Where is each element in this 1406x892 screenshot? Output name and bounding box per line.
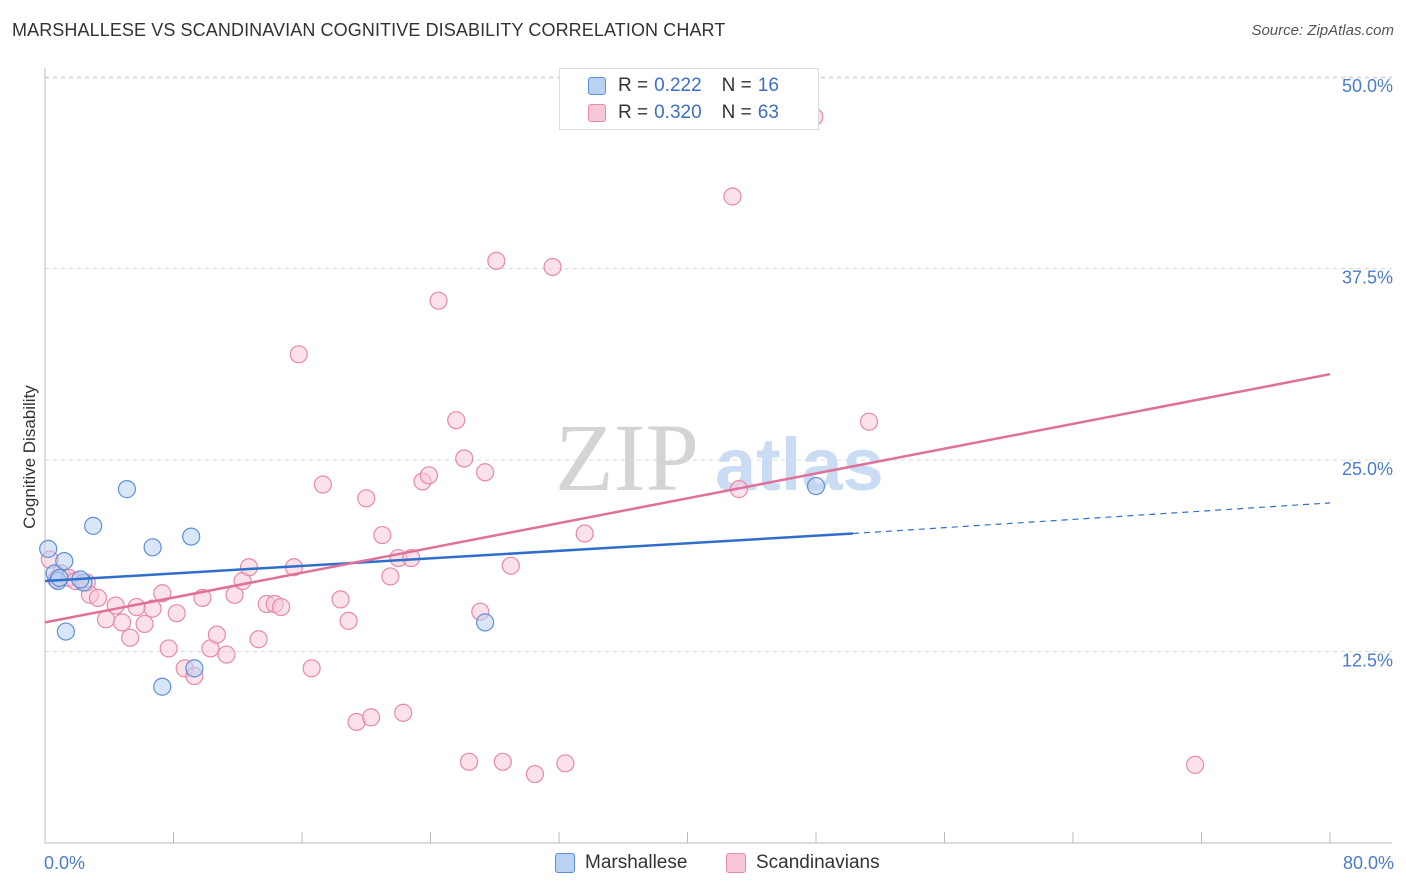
- marshallese-trend-extension: [852, 502, 1331, 535]
- scandinavians-point: [339, 611, 358, 630]
- marshallese-point: [153, 677, 172, 696]
- n-value: 63: [757, 102, 779, 123]
- scandinavians-point: [167, 604, 186, 623]
- chart-title: MARSHALLESE VS SCANDINAVIAN COGNITIVE DI…: [12, 20, 726, 40]
- x-tick-label-min: 0.0%: [44, 853, 86, 873]
- y-tick-label: 12.5%: [1342, 651, 1393, 671]
- marshallese-legend-swatch: [555, 853, 575, 873]
- scandinavians-point: [419, 466, 438, 485]
- marshallese-point: [55, 552, 74, 571]
- scandinavians-point: [859, 412, 879, 431]
- source-label: Source: ZipAtlas.com: [1251, 22, 1394, 39]
- r-value: 0.320: [654, 102, 702, 123]
- trend-lines: [44, 372, 1331, 624]
- legend-row-scandinavians: R = 0.320 N = 63: [588, 100, 799, 126]
- marshallese-point: [50, 568, 69, 588]
- marshallese-point: [56, 622, 75, 641]
- scandinavians-point: [556, 754, 575, 773]
- scandinavians-point: [501, 556, 520, 575]
- scandinavians-point: [207, 625, 226, 644]
- scandinavians-point: [394, 703, 413, 722]
- y-tick-label: 25.0%: [1342, 459, 1393, 479]
- scandinavians-point: [121, 628, 140, 647]
- x-tick-label-max: 80.0%: [1342, 853, 1394, 873]
- scandinavians-point: [249, 630, 268, 649]
- scandinavians-point: [217, 645, 236, 664]
- scandinavians-point: [135, 614, 154, 634]
- scandinavians-point: [476, 463, 495, 482]
- y-tick-labels: 12.5% 25.0% 37.5% 50.0%: [1342, 76, 1393, 671]
- marshallese-point: [143, 538, 162, 557]
- marshallese-point: [84, 516, 103, 535]
- scandinavians-point: [331, 590, 350, 609]
- scandinavians-point: [493, 752, 512, 771]
- scandinavians-point: [357, 489, 376, 508]
- scandinavians-point: [373, 525, 392, 545]
- r-label: R =: [618, 75, 649, 96]
- n-label: N =: [721, 102, 752, 123]
- legend-label-scandinavians: Scandinavians: [756, 852, 880, 873]
- scandinavians-point: [459, 752, 479, 771]
- watermark: ZIP atlas: [555, 404, 884, 511]
- scandinavians-point: [525, 764, 545, 784]
- legend-row-marshallese: R = 0.222 N = 16: [588, 73, 799, 99]
- r-label: R =: [618, 102, 649, 123]
- scandinavians-point: [239, 558, 259, 577]
- legend-item-marshallese: Marshallese: [555, 852, 687, 874]
- y-tick-label: 37.5%: [1342, 268, 1393, 288]
- scandinavians-point: [575, 524, 594, 543]
- marshallese-point: [806, 476, 826, 496]
- r-value: 0.222: [654, 75, 702, 96]
- scandinavians-swatch: [588, 104, 606, 122]
- scandinavians-point: [543, 257, 562, 277]
- y-tick-label: 50.0%: [1342, 76, 1393, 96]
- scandinavians-point: [289, 345, 308, 364]
- marshallese-point: [117, 480, 137, 499]
- scandinavians-point: [487, 251, 506, 270]
- scandinavians-point: [88, 588, 108, 607]
- scandinavians-point: [447, 411, 466, 430]
- scandinavians-point: [1185, 755, 1205, 774]
- marshallese-trend-line: [44, 532, 854, 583]
- scandinavians-point: [429, 291, 448, 310]
- scandinavians-point: [381, 567, 400, 586]
- marshallese-swatch: [588, 77, 606, 95]
- marshallese-points: [39, 476, 826, 696]
- legend-label-marshallese: Marshallese: [585, 852, 688, 873]
- series-legend: Marshallese Scandinavians: [0, 852, 1406, 878]
- correlation-legend: R = 0.222 N = 16 R = 0.320 N = 63: [559, 68, 819, 130]
- watermark-zip: ZIP: [555, 404, 699, 511]
- n-label: N =: [721, 75, 752, 96]
- n-value: 16: [757, 75, 779, 96]
- marshallese-point: [476, 613, 495, 632]
- scandinavians-point: [112, 613, 132, 632]
- scandinavians-point: [159, 639, 178, 658]
- marshallese-point: [182, 527, 201, 546]
- scandinavians-point: [153, 584, 172, 603]
- legend-item-scandinavians: Scandinavians: [726, 852, 880, 874]
- marshallese-point: [185, 659, 204, 678]
- axes: [44, 68, 1392, 844]
- scandinavians-point: [272, 597, 291, 617]
- scandinavians-trend-line: [44, 372, 1331, 624]
- scandinavians-point: [361, 708, 381, 727]
- scandinavians-point: [723, 187, 742, 206]
- marshallese-point: [39, 539, 58, 558]
- scandinavians-point: [455, 449, 474, 468]
- scandinavians-legend-swatch: [726, 853, 746, 873]
- scandinavians-point: [313, 475, 332, 494]
- scandinavians-point: [302, 659, 321, 678]
- scandinavians-point: [106, 596, 125, 615]
- scandinavians-point: [143, 599, 162, 618]
